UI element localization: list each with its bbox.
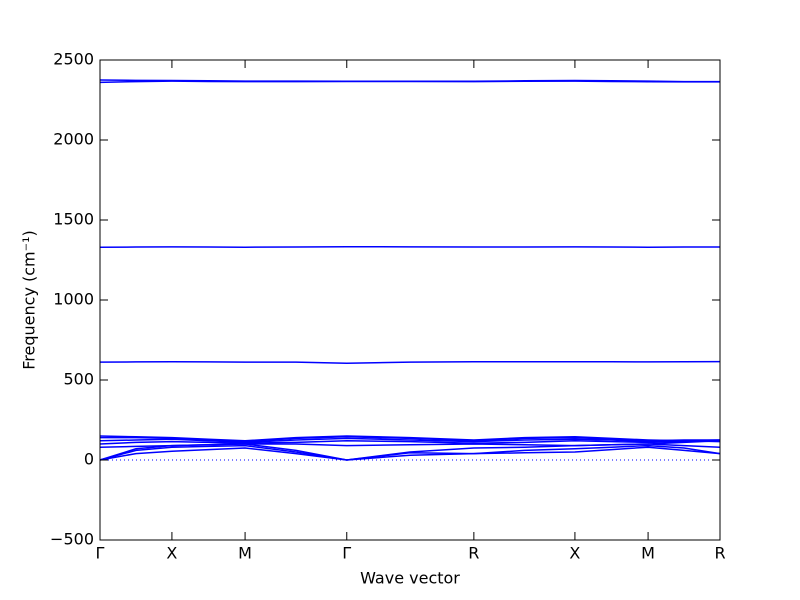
y-tick-label: 2000 (53, 130, 94, 149)
band-line (99, 446, 721, 461)
x-tick-label: M (641, 544, 655, 563)
x-tick-label: Γ (342, 544, 351, 563)
band-line (99, 79, 720, 83)
x-tick-label: M (238, 544, 252, 563)
x-tick-label: R (714, 544, 725, 563)
y-tick-label: 0 (84, 450, 94, 469)
y-tick-label: 500 (63, 370, 94, 389)
x-tick-label: R (468, 544, 479, 563)
y-tick-label: 2500 (53, 50, 94, 69)
band-line (100, 436, 720, 443)
x-axis-label: Wave vector (360, 569, 460, 588)
y-tick-label: 1000 (53, 290, 94, 309)
plot-frame (99, 59, 721, 541)
band-line (99, 435, 721, 443)
y-tick-label: −500 (50, 530, 94, 549)
band-line (99, 440, 721, 445)
band-line (99, 444, 721, 461)
y-tick-label: 1500 (53, 210, 94, 229)
band-line (99, 437, 721, 444)
x-tick-label: X (569, 544, 580, 563)
band-line (99, 360, 721, 364)
x-tick-label: Γ (96, 544, 105, 563)
y-axis-label: Frequency (cm⁻¹) (20, 230, 39, 369)
x-tick-label: X (166, 544, 177, 563)
band-line (99, 440, 721, 448)
